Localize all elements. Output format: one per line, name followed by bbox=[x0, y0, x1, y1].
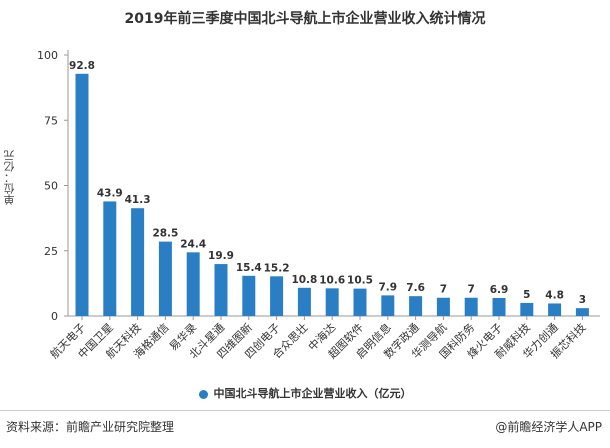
data-label: 15.4 bbox=[236, 262, 262, 274]
data-label: 15.2 bbox=[264, 262, 290, 274]
bar bbox=[297, 287, 311, 316]
data-label: 43.9 bbox=[97, 187, 123, 199]
brand-text: @前瞻经济学人APP bbox=[495, 420, 602, 434]
data-label: 7.6 bbox=[406, 282, 425, 294]
legend: 中国北斗导航上市企业营业收入（亿元） bbox=[0, 385, 610, 401]
legend-marker bbox=[198, 389, 208, 399]
data-label: 28.5 bbox=[152, 228, 178, 240]
bar bbox=[103, 201, 117, 316]
data-label: 92.8 bbox=[69, 60, 95, 72]
data-label: 4.8 bbox=[545, 289, 564, 301]
data-label: 7 bbox=[440, 284, 447, 296]
bar bbox=[548, 303, 562, 316]
chart-title: 2019年前三季度中国北斗导航上市企业营业收入统计情况 bbox=[124, 11, 486, 27]
bar bbox=[270, 276, 284, 316]
bar bbox=[520, 302, 534, 316]
bar bbox=[492, 297, 506, 316]
bar bbox=[381, 295, 395, 316]
legend-label: 中国北斗导航上市企业营业收入（亿元） bbox=[213, 387, 412, 400]
data-label: 19.9 bbox=[208, 250, 234, 262]
bar bbox=[186, 252, 200, 316]
bar bbox=[75, 73, 89, 317]
y-tick-label: 75 bbox=[44, 114, 58, 127]
data-label: 7 bbox=[468, 284, 475, 296]
y-tick-label: 0 bbox=[51, 310, 58, 323]
y-tick-label: 25 bbox=[44, 245, 58, 258]
bar bbox=[464, 297, 478, 316]
data-label: 7.9 bbox=[378, 281, 397, 293]
bar bbox=[353, 288, 367, 316]
y-tick-label: 50 bbox=[44, 180, 58, 193]
source-text: 资料来源：前瞻产业研究院整理 bbox=[6, 420, 175, 434]
bar bbox=[409, 296, 423, 316]
data-label: 10.8 bbox=[291, 274, 317, 286]
bar bbox=[242, 275, 256, 316]
footer-divider bbox=[0, 410, 610, 411]
data-label: 3 bbox=[579, 294, 586, 306]
data-label: 41.3 bbox=[125, 194, 151, 206]
bar bbox=[131, 208, 145, 316]
bar bbox=[575, 308, 589, 316]
data-label: 10.5 bbox=[347, 275, 373, 287]
y-tick-label: 100 bbox=[37, 49, 58, 62]
bar bbox=[325, 288, 339, 316]
data-label: 24.4 bbox=[180, 238, 206, 250]
bar bbox=[214, 264, 228, 316]
bar bbox=[158, 241, 172, 316]
data-label: 5 bbox=[523, 289, 530, 301]
data-label: 6.9 bbox=[490, 284, 509, 296]
bar bbox=[436, 297, 450, 316]
data-label: 10.6 bbox=[319, 274, 345, 286]
